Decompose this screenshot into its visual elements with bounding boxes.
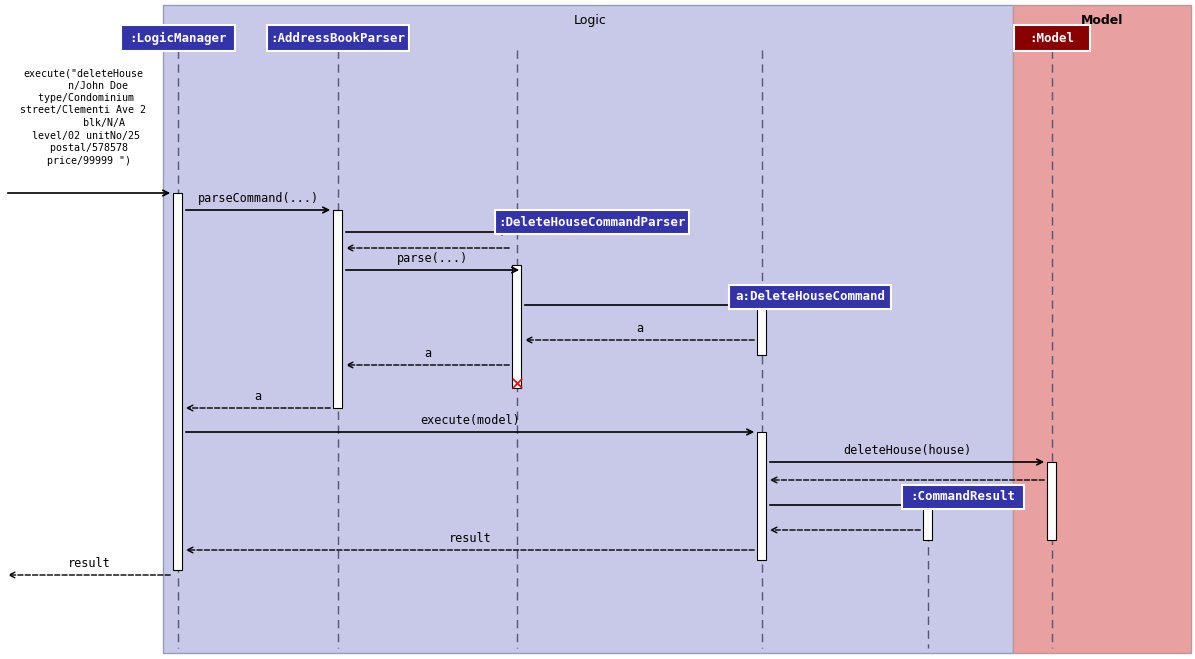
Text: parse(...): parse(...) <box>397 252 468 265</box>
Text: deleteHouse(house): deleteHouse(house) <box>842 444 972 457</box>
Text: a: a <box>636 322 643 335</box>
Text: :CommandResult: :CommandResult <box>911 490 1016 503</box>
Text: postal/578578: postal/578578 <box>38 143 128 153</box>
Text: :LogicManager: :LogicManager <box>129 32 227 45</box>
Text: a:DeleteHouseCommand: a:DeleteHouseCommand <box>735 291 885 304</box>
FancyBboxPatch shape <box>729 285 891 309</box>
Bar <box>758 432 766 560</box>
Bar <box>163 5 1013 653</box>
Text: blk/N/A: blk/N/A <box>41 118 125 128</box>
Text: level/02 unitNo/25: level/02 unitNo/25 <box>26 130 140 140</box>
Text: a: a <box>424 347 431 360</box>
Bar <box>1013 5 1191 653</box>
Text: Model: Model <box>1080 14 1123 27</box>
Text: result: result <box>68 557 110 570</box>
Text: execute(model): execute(model) <box>421 414 520 427</box>
Text: type/Condominium: type/Condominium <box>32 93 134 103</box>
Bar <box>758 305 766 355</box>
Bar <box>333 210 343 408</box>
FancyBboxPatch shape <box>266 25 409 51</box>
Text: parseCommand(...): parseCommand(...) <box>197 192 319 205</box>
Bar <box>173 193 183 570</box>
Text: execute("deleteHouse: execute("deleteHouse <box>23 68 143 78</box>
Text: :AddressBookParser: :AddressBookParser <box>270 32 405 45</box>
Text: :DeleteHouseCommandParser: :DeleteHouseCommandParser <box>498 215 686 229</box>
Bar <box>513 265 521 388</box>
Text: price/99999 "): price/99999 ") <box>35 156 131 165</box>
Text: a: a <box>255 390 262 403</box>
FancyBboxPatch shape <box>1015 25 1090 51</box>
Text: street/Clementi Ave 2: street/Clementi Ave 2 <box>20 105 146 115</box>
Text: result: result <box>448 532 491 545</box>
Text: Logic: Logic <box>574 14 606 27</box>
Text: ✕: ✕ <box>509 376 525 394</box>
FancyBboxPatch shape <box>121 25 235 51</box>
Bar <box>1048 462 1056 540</box>
Bar <box>924 505 932 540</box>
Text: :Model: :Model <box>1030 32 1074 45</box>
Text: n/John Doe: n/John Doe <box>38 80 128 90</box>
FancyBboxPatch shape <box>495 210 690 234</box>
FancyBboxPatch shape <box>902 485 1024 509</box>
